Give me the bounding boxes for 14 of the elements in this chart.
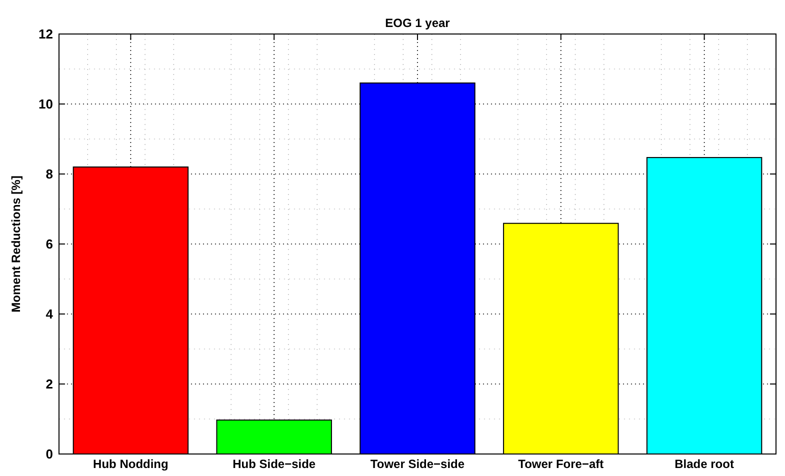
x-tick-label: Blade root — [674, 457, 734, 471]
y-tick-label: 10 — [38, 96, 53, 112]
y-axis-title: Moment Reductions [%] — [9, 176, 23, 312]
y-tick-label: 8 — [46, 166, 53, 182]
y-tick-label: 6 — [46, 236, 53, 252]
x-tick-label: Hub Nodding — [93, 457, 168, 471]
x-tick-label: Tower Side−side — [370, 457, 465, 471]
y-tick-label: 12 — [38, 26, 53, 42]
y-tick-label: 4 — [46, 306, 54, 322]
chart-title: EOG 1 year — [385, 16, 450, 30]
y-tick-label: 2 — [46, 376, 53, 392]
x-tick-label: Hub Side−side — [232, 457, 316, 471]
y-tick-label: 0 — [46, 446, 53, 462]
x-tick-label: Tower Fore−aft — [518, 457, 604, 471]
